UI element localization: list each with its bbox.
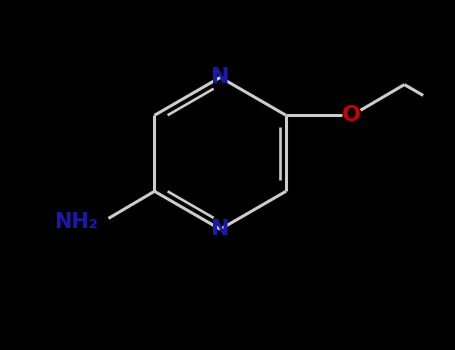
Text: N: N (211, 219, 229, 239)
Text: O: O (342, 105, 361, 125)
Text: NH₂: NH₂ (54, 212, 98, 232)
Text: N: N (211, 67, 229, 88)
